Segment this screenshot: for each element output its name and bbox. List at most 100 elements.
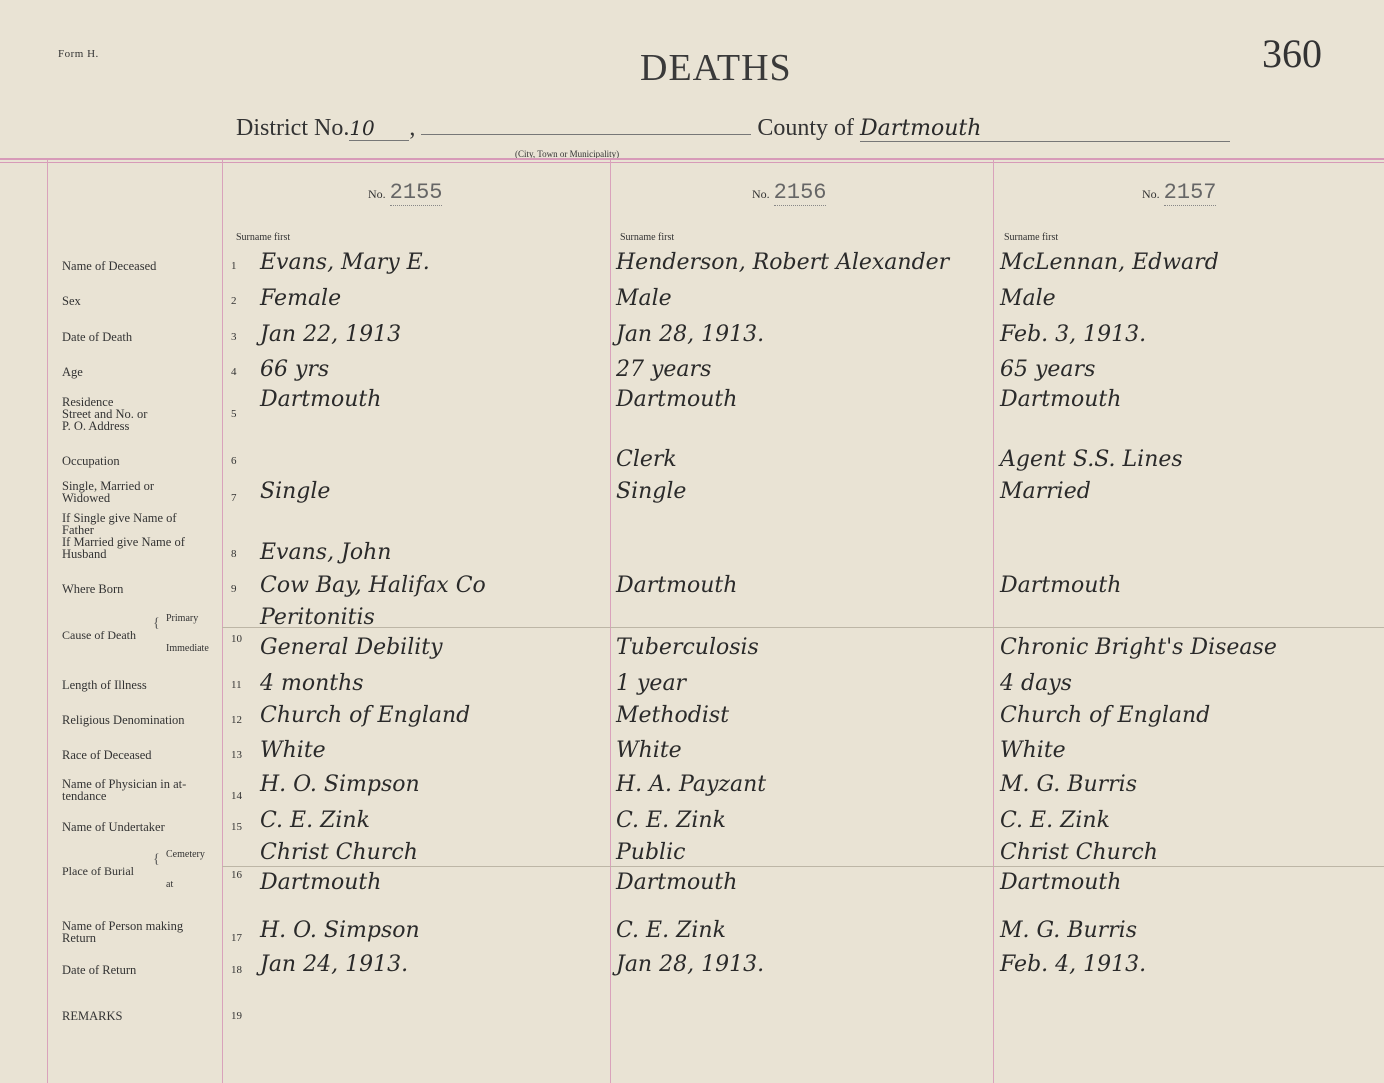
- header-rule: [0, 158, 1384, 160]
- row-label: Name of Undertaker: [62, 820, 165, 834]
- column-divider: [993, 160, 994, 1083]
- entry-value: General Debility: [260, 635, 443, 660]
- entry-value: White: [260, 738, 326, 763]
- entry-value: Dartmouth: [616, 387, 738, 412]
- entry-value: Male: [616, 286, 672, 311]
- row-number: 13: [231, 749, 242, 761]
- row-label: If Single give Name of Father If Married…: [62, 511, 185, 561]
- record-number: No. 2155: [368, 180, 443, 206]
- entry-value: Methodist: [616, 703, 730, 728]
- form-label: Form H.: [58, 48, 99, 60]
- entry-value: Dartmouth: [1000, 870, 1122, 895]
- page-number: 360: [1262, 31, 1322, 76]
- entry-value: M. G. Burris: [1000, 918, 1137, 943]
- entry-value: 4 days: [1000, 671, 1072, 696]
- district-line: District No.10, County of Dartmouth: [236, 115, 1230, 142]
- entry-value: Dartmouth: [260, 870, 382, 895]
- row-label: Religious Denomination: [62, 713, 185, 727]
- record-number-label: No.: [368, 187, 386, 201]
- entry-value: M. G. Burris: [1000, 772, 1137, 797]
- entry-value: Single: [616, 479, 687, 504]
- sub-label: at: [166, 879, 174, 890]
- column-divider: [47, 160, 48, 1083]
- column-divider: [222, 160, 223, 1083]
- row-number: 5: [231, 408, 237, 420]
- row-number: 6: [231, 455, 237, 467]
- row-number: 9: [231, 583, 237, 595]
- page-title: DEATHS: [640, 47, 792, 89]
- row-number: 3: [231, 331, 237, 343]
- entry-value: H. A. Payzant: [616, 772, 767, 797]
- record-number-value: 2157: [1163, 180, 1217, 206]
- row-number: 4: [231, 366, 237, 378]
- entry-value: White: [1000, 738, 1066, 763]
- entry-value: Public: [616, 840, 686, 865]
- sub-label: Primary: [166, 613, 199, 624]
- record-number: No. 2157: [1142, 180, 1217, 206]
- brace: {: [153, 616, 160, 631]
- row-number: 7: [231, 492, 237, 504]
- entry-value: 4 months: [260, 671, 364, 696]
- entry-value: Jan 24, 1913.: [260, 952, 409, 977]
- entry-value: H. O. Simpson: [260, 918, 420, 943]
- entry-value: Feb. 3, 1913.: [1000, 322, 1147, 347]
- row-label: REMARKS: [62, 1009, 123, 1023]
- record-number-value: 2155: [389, 180, 443, 206]
- row-number: 12: [231, 714, 242, 726]
- entry-value: Evans, John: [260, 540, 392, 565]
- entry-value: H. O. Simpson: [260, 772, 420, 797]
- entry-value: Tuberculosis: [616, 635, 759, 660]
- row-number: 18: [231, 964, 242, 976]
- municipality-blank: [421, 134, 752, 135]
- cause-divider: [222, 627, 1384, 628]
- sub-label: Immediate: [166, 643, 209, 654]
- row-label: Date of Death: [62, 330, 133, 344]
- row-label: Name of Deceased: [62, 259, 157, 273]
- record-number-value: 2156: [773, 180, 827, 206]
- entry-value: Jan 28, 1913.: [616, 952, 765, 977]
- row-label: Occupation: [62, 454, 120, 468]
- record-number-label: No.: [1142, 187, 1160, 201]
- row-label: Length of Illness: [62, 678, 147, 692]
- entry-value: Dartmouth: [616, 573, 738, 598]
- district-value: 10: [349, 116, 410, 141]
- record-number-label: No.: [752, 187, 770, 201]
- entry-value: Dartmouth: [1000, 387, 1122, 412]
- row-label: Sex: [62, 294, 81, 308]
- entry-value: Agent S.S. Lines: [1000, 447, 1183, 472]
- row-number: 2: [231, 295, 237, 307]
- entry-value: Cow Bay, Halifax Co: [260, 573, 486, 598]
- entry-value: C. E. Zink: [260, 808, 370, 833]
- row-number: 15: [231, 821, 242, 833]
- record-number: No. 2156: [752, 180, 827, 206]
- sub-label: Cemetery: [166, 849, 205, 860]
- entry-value: C. E. Zink: [616, 918, 726, 943]
- row-number: 19: [231, 1010, 242, 1022]
- entry-value: Clerk: [616, 447, 677, 472]
- surname-hint: Surname first: [620, 232, 675, 243]
- burial-divider: [222, 866, 1384, 867]
- entry-value: Church of England: [1000, 703, 1211, 728]
- entry-value: 66 yrs: [260, 357, 330, 382]
- surname-hint: Surname first: [236, 232, 291, 243]
- entry-value: Peritonitis: [260, 605, 375, 630]
- row-number: 1: [231, 260, 237, 272]
- entry-value: 65 years: [1000, 357, 1096, 382]
- entry-value: Male: [1000, 286, 1056, 311]
- entry-value: 1 year: [616, 671, 687, 696]
- row-number: 16: [231, 869, 242, 881]
- row-number: 14: [231, 790, 242, 802]
- header-rule-2: [0, 162, 1384, 163]
- entry-value: Henderson, Robert Alexander: [616, 250, 950, 275]
- entry-value: C. E. Zink: [616, 808, 726, 833]
- entry-value: Dartmouth: [616, 870, 738, 895]
- row-label: Age: [62, 365, 83, 379]
- row-label: Date of Return: [62, 963, 137, 977]
- row-label: Single, Married or Widowed: [62, 479, 154, 505]
- row-label: Name of Person making Return: [62, 919, 184, 945]
- entry-value: 27 years: [616, 357, 712, 382]
- row-number: 17: [231, 932, 242, 944]
- entry-value: Chronic Bright's Disease: [1000, 635, 1277, 660]
- entry-value: Church of England: [260, 703, 471, 728]
- row-label: Name of Physician in at- tendance: [62, 777, 187, 803]
